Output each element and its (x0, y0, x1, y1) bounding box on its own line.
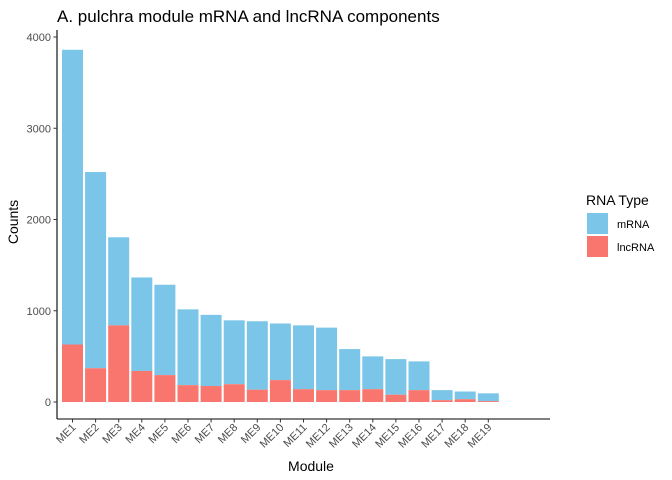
x-axis: ME1ME2ME3ME4ME5ME6ME7ME8ME9ME10ME11ME12M… (54, 418, 550, 451)
x-tick-label: ME19 (466, 422, 495, 451)
x-tick-label: ME1 (54, 422, 78, 446)
bars-group (62, 49, 499, 402)
x-tick-label: ME6 (170, 422, 194, 446)
bar-lncrna-ME11 (293, 389, 314, 402)
x-tick-label: ME10 (258, 422, 287, 451)
bar-mrna-ME9 (246, 321, 268, 390)
x-tick-label: ME2 (77, 422, 101, 446)
y-axis-title: Counts (5, 200, 21, 244)
bar-lncrna-ME16 (408, 390, 430, 402)
y-axis: 0 1000 2000 3000 4000 (27, 30, 58, 419)
x-tick-label: ME16 (396, 422, 425, 451)
bar-lncrna-ME15 (385, 394, 407, 402)
bar-lncrna-ME18 (454, 399, 476, 402)
bar-lncrna-ME17 (431, 400, 453, 402)
bar-mrna-ME12 (316, 327, 338, 391)
legend-key-lncrna (587, 236, 608, 257)
bar-mrna-ME10 (269, 323, 291, 381)
legend-title: RNA Type (586, 192, 649, 208)
bar-mrna-ME1 (62, 49, 83, 345)
x-tick-label: ME13 (327, 422, 356, 451)
y-tick-label: 1000 (27, 306, 51, 318)
bar-mrna-ME15 (385, 359, 407, 395)
x-tick-label: ME7 (193, 422, 217, 446)
bar-lncrna-ME9 (246, 389, 268, 402)
bar-mrna-ME5 (154, 284, 176, 376)
x-tick-label: ME18 (443, 422, 472, 451)
x-tick-label: ME17 (419, 422, 448, 451)
bar-lncrna-ME1 (62, 344, 83, 402)
bar-mrna-ME18 (454, 391, 476, 400)
bar-mrna-ME3 (108, 237, 130, 326)
x-tick-label: ME15 (373, 422, 402, 451)
legend: RNA Type mRNA lncRNA (586, 192, 655, 257)
bar-lncrna-ME3 (108, 325, 130, 402)
bar-lncrna-ME8 (223, 384, 245, 402)
bar-mrna-ME6 (177, 309, 199, 386)
legend-label-lncrna: lncRNA (617, 242, 655, 254)
bar-lncrna-ME4 (131, 370, 153, 402)
bar-lncrna-ME14 (362, 389, 384, 402)
legend-key-mrna (587, 213, 608, 234)
bar-lncrna-ME19 (477, 401, 499, 402)
x-tick-label: ME11 (281, 422, 309, 450)
legend-label-mrna: mRNA (617, 219, 650, 231)
x-tick-label: ME14 (350, 422, 379, 451)
y-tick-label: 3000 (27, 123, 51, 135)
bar-lncrna-ME10 (269, 380, 291, 402)
x-tick-label: ME12 (304, 422, 333, 451)
bar-mrna-ME16 (408, 361, 430, 391)
bar-mrna-ME8 (223, 320, 245, 385)
bar-mrna-ME4 (131, 277, 153, 371)
x-tick-label: ME3 (100, 422, 124, 446)
bar-mrna-ME7 (200, 314, 222, 387)
x-tick-label: ME8 (216, 422, 240, 446)
x-tick-label: ME5 (147, 422, 171, 446)
x-axis-title: Module (288, 458, 334, 474)
bar-lncrna-ME13 (339, 390, 361, 402)
bar-lncrna-ME6 (177, 385, 199, 402)
bar-mrna-ME19 (477, 393, 499, 402)
bar-lncrna-ME7 (200, 386, 222, 402)
x-tick-label: ME4 (123, 422, 147, 446)
y-tick-label: 2000 (27, 215, 51, 227)
bar-mrna-ME13 (339, 349, 361, 391)
bar-lncrna-ME12 (316, 390, 338, 402)
y-tick-label: 0 (45, 397, 51, 409)
chart-title: A. pulchra module mRNA and lncRNA compon… (57, 7, 440, 26)
bar-mrna-ME11 (293, 325, 314, 390)
bar-lncrna-ME2 (85, 368, 107, 402)
y-tick-label: 4000 (27, 32, 51, 44)
bar-mrna-ME17 (431, 390, 453, 401)
bar-mrna-ME2 (85, 172, 107, 369)
bar-mrna-ME14 (362, 356, 384, 390)
bar-lncrna-ME5 (154, 375, 176, 402)
